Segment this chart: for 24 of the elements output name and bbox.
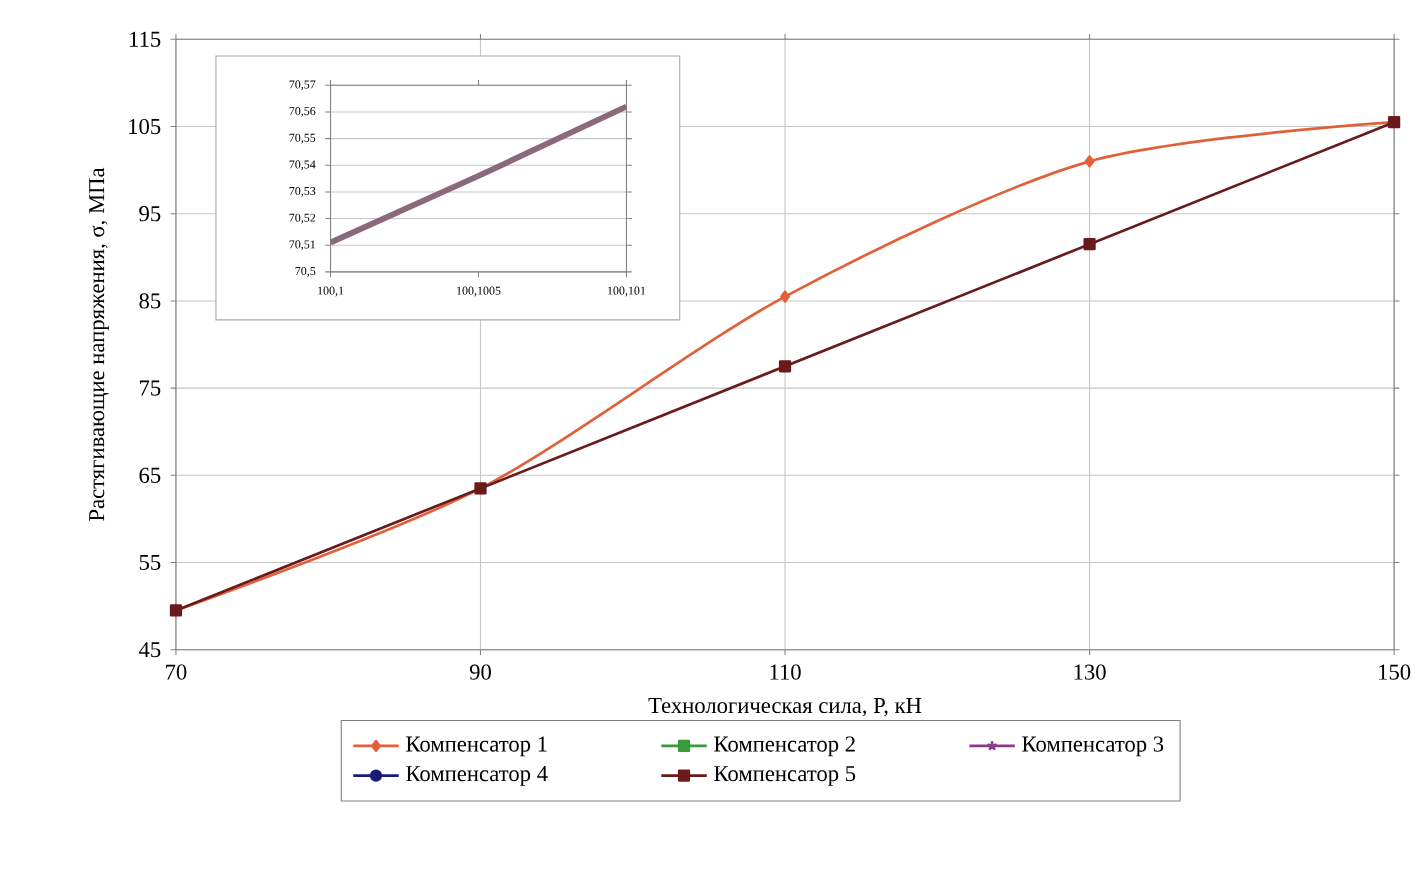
y-tick-label: 45: [138, 642, 161, 658]
y-tick-label: 115: [130, 31, 161, 48]
y-tick-label: 65: [139, 467, 161, 484]
y-tick-label: 55: [139, 555, 161, 571]
legend-label: Компенсатор 5: [714, 766, 856, 786]
point: [780, 290, 790, 303]
x-tick-label: 90: [469, 664, 491, 680]
y-tick-label: 75: [140, 380, 161, 396]
x-tick-label: 130: [1074, 664, 1106, 680]
y-tick-label: 105: [129, 119, 161, 135]
x-axis-title: Технологическая сила, P, кН: [648, 698, 922, 717]
x-tick-label: 110: [770, 664, 801, 680]
point: [1084, 155, 1095, 168]
x-tick-label: 150: [1379, 664, 1411, 680]
x-tick-label: 70: [166, 664, 187, 680]
y-tick-label: 85: [139, 293, 161, 309]
legend-label: Компенсатор 3: [1022, 736, 1164, 757]
point: [778, 360, 792, 373]
legend-label: Компенсатор 2: [714, 736, 855, 757]
y-tick-label: 95: [139, 206, 161, 222]
legend-label: Компенсатор 4: [406, 766, 548, 787]
y-axis-title: Растягивающие напряжения, σ, МПа: [89, 167, 109, 522]
point: [1083, 238, 1096, 251]
legend-label: Компенсатор 1: [406, 736, 547, 757]
